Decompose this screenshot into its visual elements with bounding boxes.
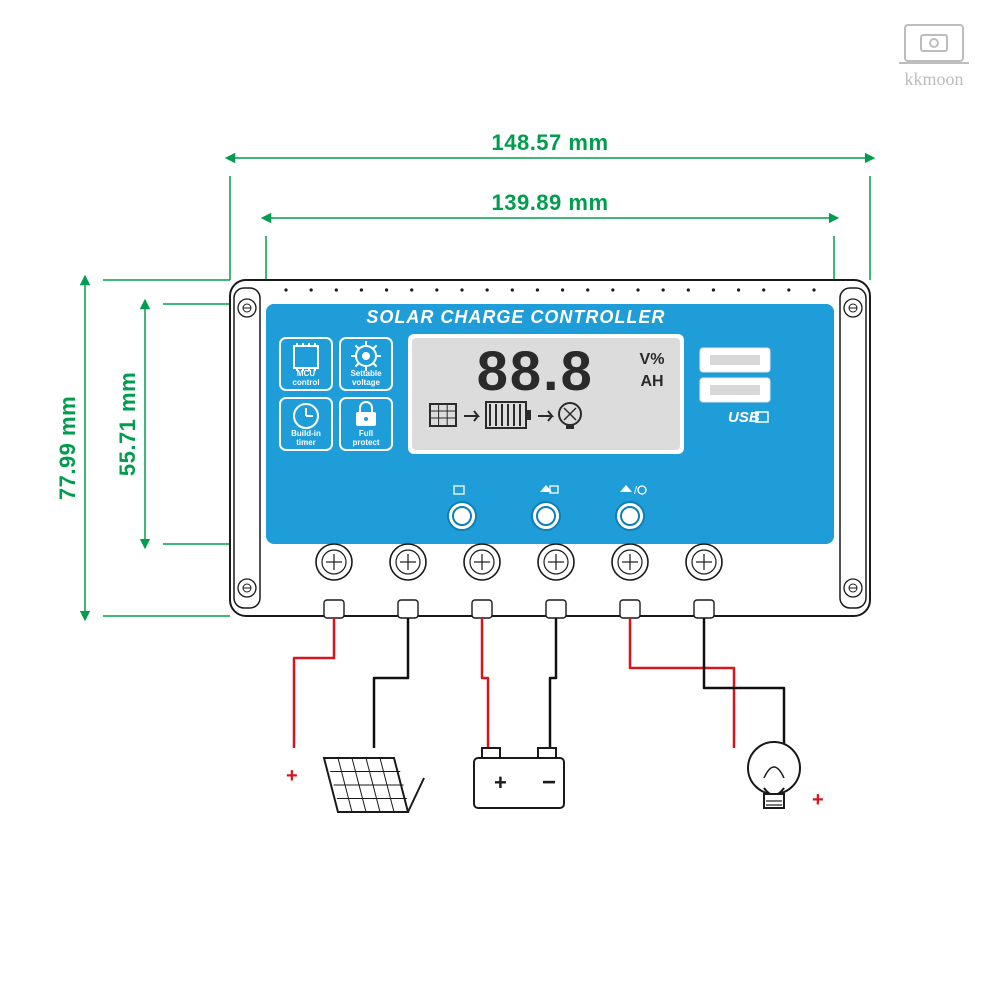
battery-icon: +−	[474, 748, 564, 808]
solar-panel-icon: +	[286, 758, 424, 812]
svg-text:Full: Full	[359, 429, 373, 438]
svg-text:+: +	[494, 770, 507, 795]
lcd-unit-top: V%	[640, 351, 665, 368]
brand-label: kkmoon	[904, 69, 963, 89]
svg-text:Build-in: Build-in	[291, 429, 321, 438]
svg-text:timer: timer	[296, 438, 316, 447]
panel-title: SOLAR CHARGE CONTROLLER	[366, 307, 665, 327]
bulb-icon: +	[748, 742, 824, 811]
svg-text:−: −	[542, 769, 556, 796]
dimension-label: 77.99 mm	[55, 396, 80, 500]
svg-text:voltage: voltage	[352, 378, 381, 387]
dimension-label: 148.57 mm	[491, 130, 608, 155]
svg-text:Settable: Settable	[350, 369, 382, 378]
wiring-diagram: ++−+	[286, 618, 824, 812]
lcd-digits: 88.8	[477, 339, 594, 402]
dimension-label: 139.89 mm	[491, 190, 608, 215]
front-panel: SOLAR CHARGE CONTROLLER MCUcontrol Settabl…	[266, 304, 834, 544]
lcd-display: 88.8 V% AH	[408, 334, 684, 454]
lcd-unit-bot: AH	[640, 373, 663, 390]
svg-text:+: +	[286, 765, 298, 787]
svg-text:protect: protect	[352, 438, 379, 447]
usb-label: USB	[728, 409, 760, 426]
svg-text:MCU: MCU	[297, 369, 315, 378]
dimension-label: 55.71 mm	[115, 372, 140, 476]
svg-text:+: +	[812, 789, 824, 811]
svg-text:control: control	[292, 378, 319, 387]
